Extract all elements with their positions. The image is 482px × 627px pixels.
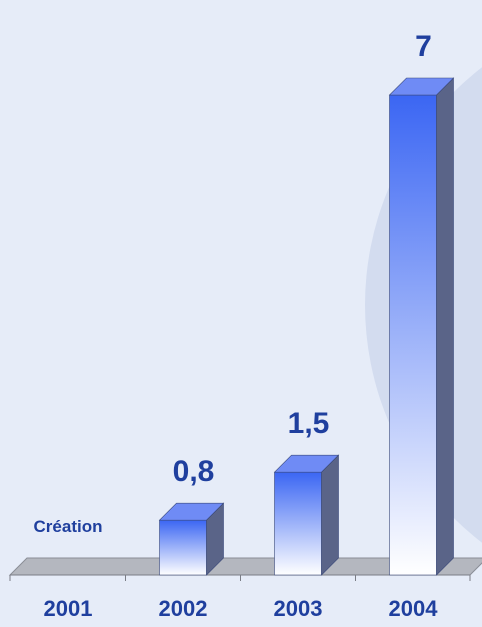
bar-2004	[389, 94, 437, 576]
bar-2002	[159, 519, 207, 576]
bar-2003	[274, 471, 322, 576]
x-tick-label-2004: 2004	[389, 596, 439, 621]
data-label-2002: 0,8	[173, 455, 215, 488]
data-label-2003: 1,5	[288, 407, 330, 440]
x-tick-label-2001: 2001	[44, 596, 93, 621]
bar-side-2004	[436, 77, 454, 576]
bar-side-2003	[321, 454, 339, 576]
bar-top-2002	[158, 502, 225, 521]
bar-top-2003	[273, 454, 340, 473]
x-tick-label-2003: 2003	[274, 596, 323, 621]
x-tick-label-2002: 2002	[159, 596, 208, 621]
bar-top-2004	[388, 77, 455, 96]
data-label-2004: 7	[415, 30, 432, 63]
annotation-2001: Création	[34, 517, 103, 536]
